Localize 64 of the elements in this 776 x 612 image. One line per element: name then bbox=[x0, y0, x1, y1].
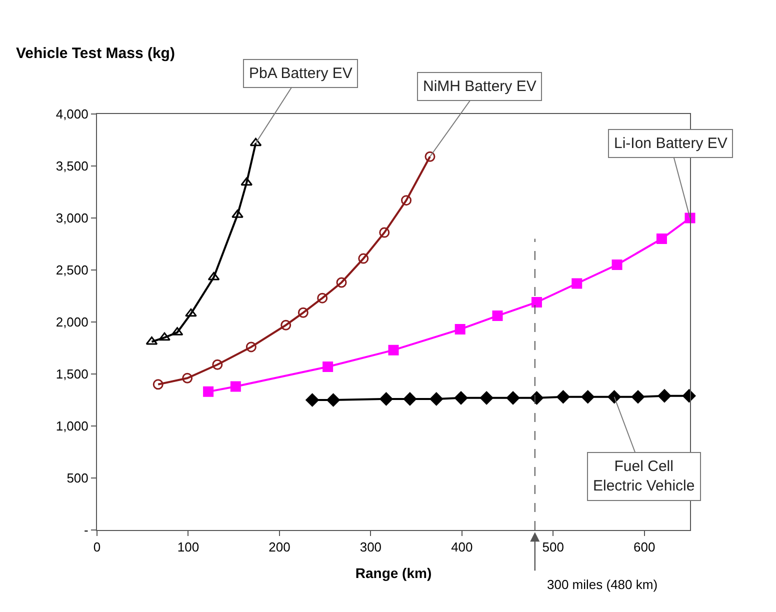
x-tick-label: 400 bbox=[451, 540, 473, 555]
y-tick-label: 4,000 bbox=[56, 106, 88, 122]
point bbox=[531, 296, 542, 308]
y-tick-label: 3,000 bbox=[56, 210, 88, 226]
point bbox=[152, 379, 164, 390]
point bbox=[556, 390, 570, 404]
point bbox=[454, 324, 466, 335]
point bbox=[682, 389, 696, 402]
y-tick-label: 500 bbox=[66, 470, 88, 486]
point bbox=[317, 292, 328, 304]
x-tick-label: 500 bbox=[542, 540, 564, 555]
y-axis-title: Vehicle Test Mass (kg) bbox=[16, 45, 175, 62]
point bbox=[388, 344, 399, 356]
point bbox=[326, 393, 340, 407]
y-tick-label: - bbox=[84, 522, 88, 538]
point bbox=[401, 195, 412, 206]
x-tick-label: 600 bbox=[634, 540, 656, 555]
point bbox=[581, 390, 594, 404]
point bbox=[182, 372, 193, 384]
y-tick-label: 2,000 bbox=[56, 314, 88, 330]
y-tick-label: 2,500 bbox=[56, 262, 88, 278]
point bbox=[232, 210, 244, 218]
point bbox=[403, 392, 417, 406]
point bbox=[658, 389, 672, 402]
point bbox=[158, 332, 170, 341]
x-tick-label: 0 bbox=[93, 540, 101, 555]
point bbox=[185, 308, 197, 317]
point bbox=[298, 307, 308, 318]
point bbox=[230, 381, 241, 392]
point bbox=[656, 234, 667, 244]
annotation: NiMH Battery EV bbox=[423, 78, 536, 95]
point bbox=[358, 253, 369, 264]
point bbox=[506, 391, 520, 405]
point bbox=[379, 227, 390, 238]
point bbox=[430, 392, 443, 406]
annotation: PbA Battery EV bbox=[249, 65, 352, 82]
point bbox=[424, 151, 436, 162]
x-tick-label: 200 bbox=[268, 540, 290, 555]
point bbox=[250, 138, 262, 146]
annotation: Fuel Cell Electric Vehicle bbox=[593, 458, 695, 494]
point bbox=[240, 177, 253, 186]
point bbox=[454, 391, 468, 405]
point bbox=[280, 320, 292, 330]
annotation: Li-Ion Battery EV bbox=[614, 135, 728, 152]
point bbox=[306, 393, 319, 407]
x-axis-title: Range (km) bbox=[355, 564, 432, 581]
x-tick-label: 300 bbox=[360, 540, 382, 555]
point bbox=[480, 391, 494, 405]
point bbox=[612, 260, 622, 270]
point bbox=[492, 310, 503, 322]
x-tick-label: 100 bbox=[177, 540, 200, 555]
y-tick-label: 3,500 bbox=[56, 158, 88, 174]
point bbox=[608, 390, 621, 404]
point bbox=[572, 278, 582, 289]
y-tick-label: 1,000 bbox=[56, 418, 88, 434]
point bbox=[631, 390, 645, 404]
point bbox=[322, 361, 334, 372]
point bbox=[336, 277, 347, 288]
point bbox=[246, 342, 256, 352]
y-tick-label: 1,500 bbox=[56, 366, 88, 382]
ref-line-label: 300 miles (480 km) bbox=[547, 577, 658, 592]
point bbox=[212, 359, 223, 370]
point bbox=[203, 386, 214, 397]
point bbox=[380, 392, 393, 406]
